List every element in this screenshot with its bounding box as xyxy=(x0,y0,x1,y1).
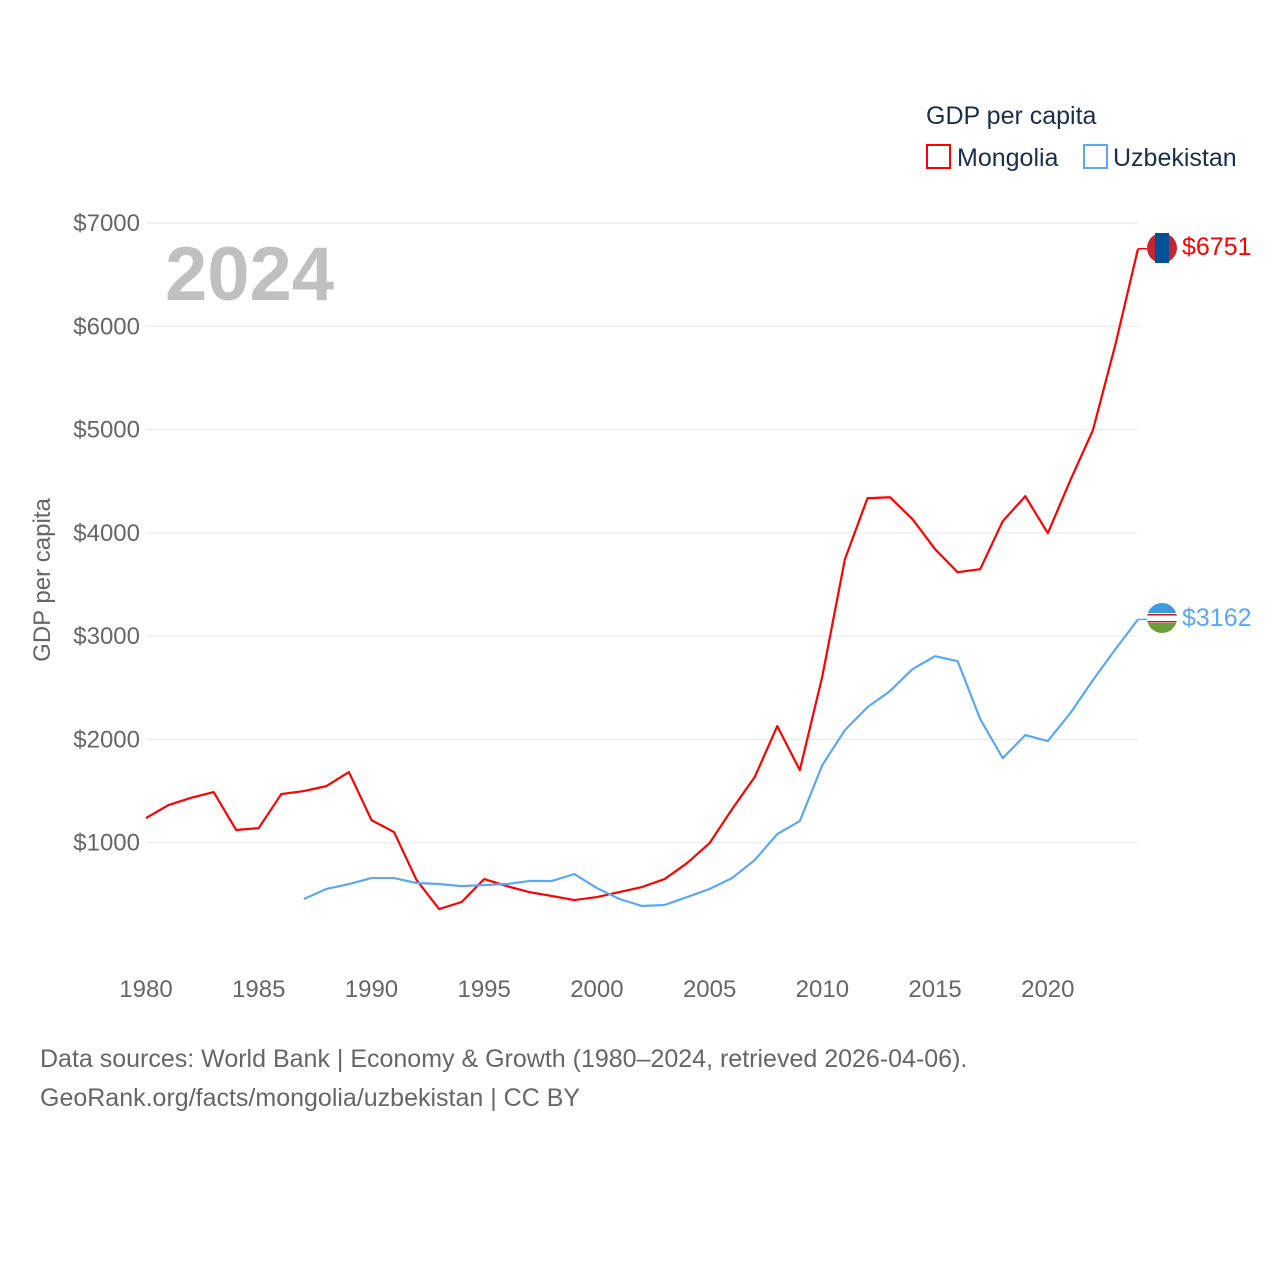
footer-credit[interactable]: GeoRank.org/facts/mongolia/uzbekistan | … xyxy=(40,1084,581,1112)
mongolia-flag-icon xyxy=(1147,233,1177,263)
x-tick-label: 1990 xyxy=(345,976,398,1003)
y-tick-label: $2000 xyxy=(73,726,140,753)
legend-swatch-mongolia xyxy=(926,144,951,169)
x-tick-label: 1980 xyxy=(119,976,172,1003)
y-tick-label: $6000 xyxy=(73,313,140,340)
x-tick-label: 2015 xyxy=(908,976,961,1003)
legend-label-mongolia[interactable]: Mongolia xyxy=(957,144,1059,172)
x-tick-label: 2010 xyxy=(796,976,849,1003)
x-tick-label: 1995 xyxy=(457,976,510,1003)
legend-swatch-uzbekistan xyxy=(1083,144,1108,169)
x-tick-label: 2005 xyxy=(683,976,736,1003)
y-tick-label: $4000 xyxy=(73,520,140,547)
x-tick-label: 2000 xyxy=(570,976,623,1003)
legend-label-uzbekistan[interactable]: Uzbekistan xyxy=(1113,144,1237,172)
y-tick-label: $5000 xyxy=(73,417,140,444)
series-line-mongolia[interactable] xyxy=(145,248,1140,911)
x-tick-label: 1985 xyxy=(232,976,285,1003)
year-watermark: 2024 xyxy=(165,232,334,317)
x-tick-label: 2020 xyxy=(1021,976,1074,1003)
y-tick-label: $7000 xyxy=(73,210,140,237)
legend-title: GDP per capita xyxy=(926,102,1097,130)
y-tick-label: $1000 xyxy=(73,830,140,857)
uzbekistan-end-label: $3162 xyxy=(1182,604,1252,632)
y-tick-label: $3000 xyxy=(73,623,140,650)
mongolia-end-label: $6751 xyxy=(1182,233,1252,261)
uzbekistan-flag-icon xyxy=(1147,603,1177,633)
series-line-uzbekistan[interactable] xyxy=(303,618,1139,908)
y-axis-label: GDP per capita xyxy=(29,498,56,662)
footer-sources: Data sources: World Bank | Economy & Gro… xyxy=(40,1045,968,1073)
